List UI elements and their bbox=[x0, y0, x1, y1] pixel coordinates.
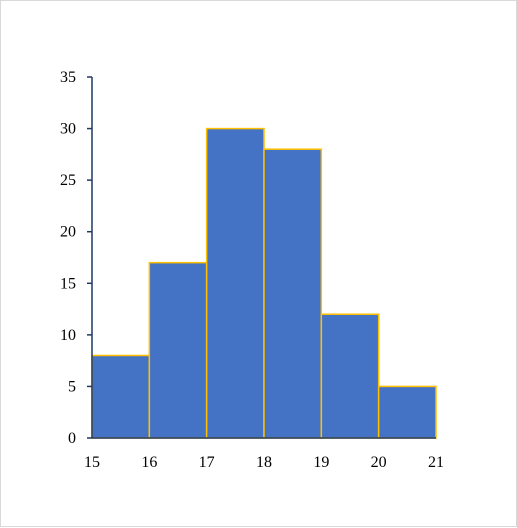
histogram-bar-16-17 bbox=[148, 261, 208, 439]
x-tick-label-17: 17 bbox=[199, 454, 215, 471]
y-tick-label-0: 0 bbox=[68, 430, 76, 447]
y-tick-label-30: 30 bbox=[60, 121, 76, 138]
x-tick-label-18: 18 bbox=[256, 454, 272, 471]
y-tick-label-25: 25 bbox=[60, 172, 76, 189]
histogram-bar-15-16 bbox=[91, 354, 151, 439]
y-tick-labels: 0 5 10 15 20 25 30 35 bbox=[60, 69, 76, 447]
x-tick-label-16: 16 bbox=[141, 454, 157, 471]
y-tick-label-10: 10 bbox=[60, 327, 76, 344]
y-tick-label-15: 15 bbox=[60, 275, 76, 292]
x-tick-label-20: 20 bbox=[371, 454, 387, 471]
histogram-bar-17-18 bbox=[205, 127, 265, 439]
x-tick-label-15: 15 bbox=[84, 454, 100, 471]
bars-group bbox=[91, 127, 437, 439]
y-tick-label-35: 35 bbox=[60, 69, 76, 86]
x-tick-label-21: 21 bbox=[428, 454, 444, 471]
x-tick-label-19: 19 bbox=[313, 454, 329, 471]
histogram-bar-18-19 bbox=[263, 148, 323, 439]
x-tick-labels: 15 16 17 18 19 20 21 bbox=[84, 454, 444, 471]
y-tick-label-5: 5 bbox=[68, 378, 76, 395]
histogram-bar-20-21 bbox=[377, 385, 437, 439]
axes-group bbox=[87, 76, 436, 439]
y-tick-label-20: 20 bbox=[60, 224, 76, 241]
histogram-bar-19-20 bbox=[320, 313, 380, 439]
